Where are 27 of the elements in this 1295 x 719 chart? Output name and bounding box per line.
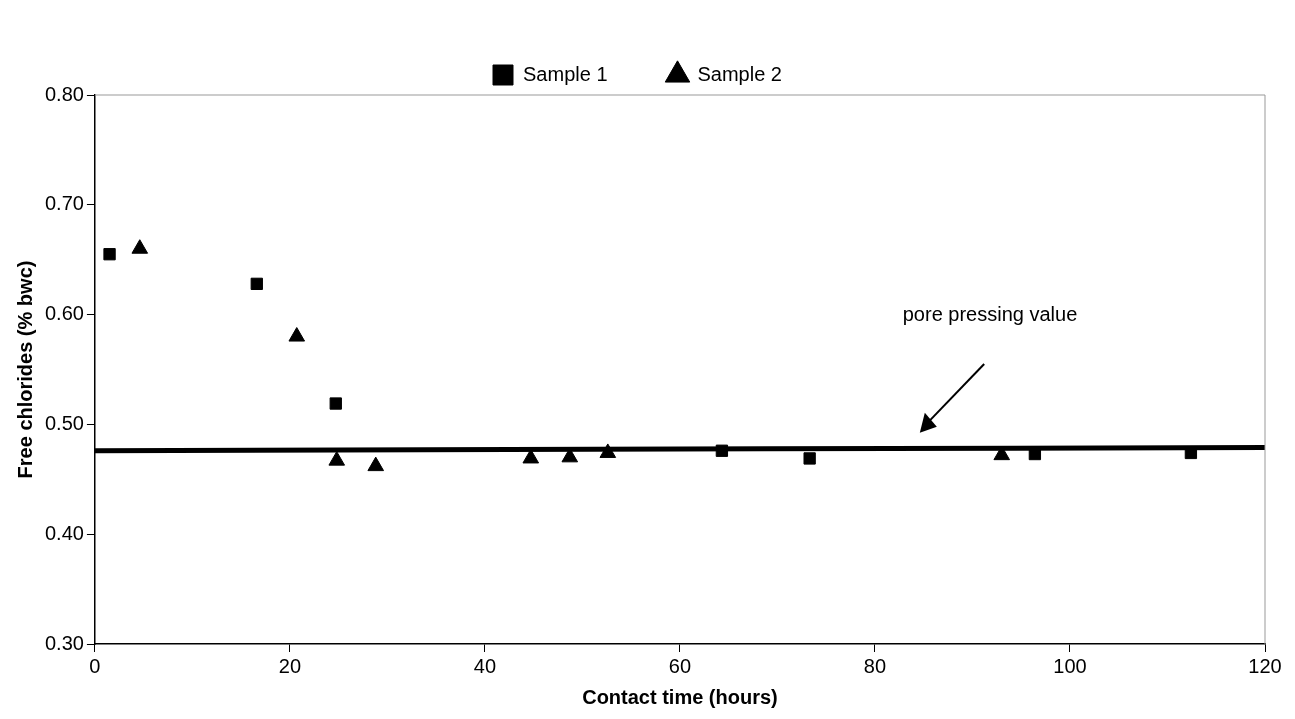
y-tick-label: 0.60 <box>44 302 84 325</box>
y-tick-label: 0.70 <box>44 192 84 215</box>
point <box>328 451 346 466</box>
point <box>367 456 385 472</box>
y-tick-label: 0.30 <box>44 631 84 654</box>
point <box>803 452 816 465</box>
point <box>250 277 263 291</box>
x-tick-label: 40 <box>473 654 497 677</box>
x-tick-label: 100 <box>1053 654 1087 677</box>
x-tick-label: 60 <box>668 654 692 677</box>
point <box>103 248 116 261</box>
y-tick-label: 0.40 <box>44 521 84 544</box>
x-axis-title: Contact time (hours) <box>582 685 778 708</box>
annotation: pore pressing value <box>902 303 1078 326</box>
legend-label: Sample 1 <box>523 62 608 85</box>
y-tick-label: 0.80 <box>44 82 84 105</box>
x-tick-label: 120 <box>1248 654 1282 677</box>
y-tick-label: 0.50 <box>44 411 84 434</box>
x-tick-label: 20 <box>278 654 302 677</box>
y-axis-title: Free chlorides (% bwc) <box>13 260 36 479</box>
x-tick-label: 80 <box>863 654 887 677</box>
point <box>288 327 306 342</box>
point <box>329 397 342 410</box>
x-tick-label: 0 <box>89 654 101 677</box>
point <box>599 443 617 458</box>
legend-label: Sample 2 <box>697 62 782 85</box>
point <box>715 444 729 457</box>
